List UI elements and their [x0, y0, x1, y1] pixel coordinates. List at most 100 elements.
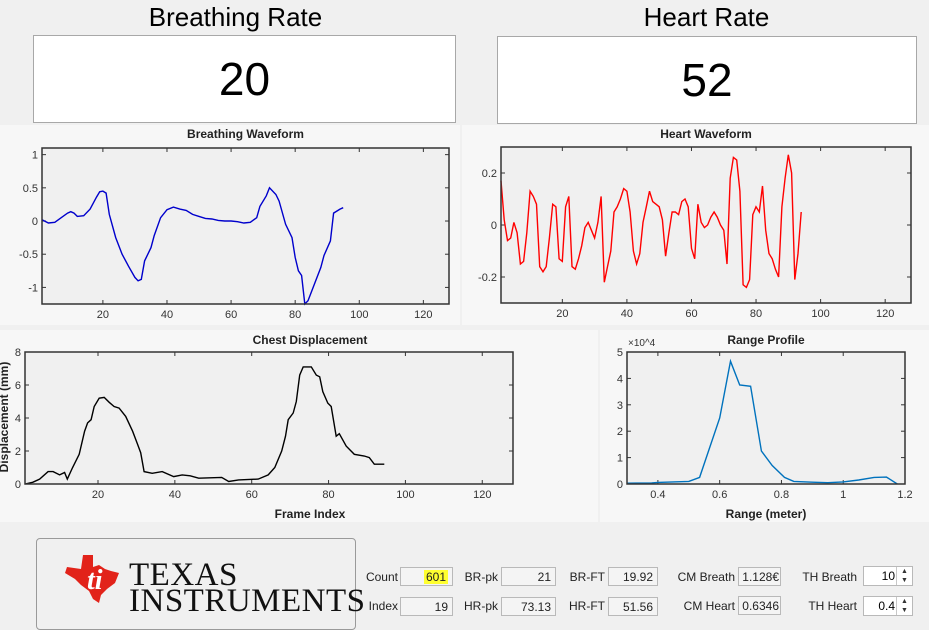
th-heart-value: 0.4	[878, 599, 895, 613]
x-tick-label: 60	[225, 309, 237, 321]
cm-heart-label: CM Heart	[683, 599, 735, 613]
chest-x-axis-label: Frame Index	[274, 507, 346, 521]
cm-heart-field[interactable]: 0.6346	[738, 596, 781, 615]
x-tick-label: 80	[322, 489, 334, 501]
x-tick-label: 100	[350, 309, 368, 321]
y-tick-label: 6	[15, 380, 21, 392]
ti-logo-text: TEXAS INSTRUMENTS	[129, 559, 366, 618]
count-field[interactable]: 601	[400, 567, 453, 586]
index-field[interactable]: 19	[400, 597, 453, 616]
axes-box	[500, 146, 912, 304]
y-tick-label: 0	[617, 479, 623, 491]
cm-breath-label: CM Breath	[677, 570, 735, 584]
x-tick-label: 20	[556, 308, 568, 320]
x-tick-label: 100	[396, 489, 414, 501]
x-tick-label: 0.4	[650, 489, 665, 501]
x-tick-label: 120	[414, 309, 432, 321]
heart-waveform-chart: 20 40 60 80 100 120 -0.2 0 0.2	[478, 146, 912, 320]
breathing-rate-value: 20	[218, 53, 271, 105]
x-tick-label: 1	[840, 489, 846, 501]
chest-y-axis-label: Displacement (mm)	[0, 361, 11, 473]
y-tick-label: 0	[491, 220, 497, 232]
th-heart-spinner[interactable]: 0.4 ▲ ▼	[863, 596, 913, 616]
y-tick-label: -0.2	[478, 272, 497, 284]
range-series-line	[626, 358, 898, 485]
y-tick-label: 2	[15, 446, 21, 458]
th-heart-label: TH Heart	[808, 599, 857, 613]
heart-series-line	[500, 154, 802, 289]
heart-waveform-title: Heart Waveform	[660, 127, 752, 141]
y-tick-label: 0	[32, 216, 38, 228]
x-tick-label: 20	[97, 309, 109, 321]
x-tick-label: 1.2	[897, 489, 912, 501]
x-tick-label: 40	[621, 308, 633, 320]
th-breath-value: 10	[881, 569, 895, 583]
plot-area	[501, 147, 911, 303]
y-tick-label: -1	[28, 282, 38, 294]
hr-pk-label: HR-pk	[463, 599, 498, 613]
chest-displacement-chart: 20 40 60 80 100 120 0 2 4 6 8	[15, 347, 514, 501]
hr-ft-label: HR-FT	[569, 599, 605, 613]
x-tick-label: 40	[169, 489, 181, 501]
br-ft-field[interactable]: 19.92	[608, 567, 658, 586]
heart-rate-display: 52	[497, 36, 917, 124]
x-tick-label: 80	[289, 309, 301, 321]
x-tick-label: 120	[876, 308, 894, 320]
y-tick-label: 5	[617, 347, 623, 359]
y-tick-label: 0	[15, 479, 21, 491]
range-profile-chart: 0.4 0.6 0.8 1 1.2 0 1 2 3 4 5	[617, 347, 913, 501]
x-tick-label: 0.8	[774, 489, 789, 501]
y-tick-label: 3	[617, 400, 623, 412]
th-breath-label: TH Breath	[802, 570, 857, 584]
range-profile-title: Range Profile	[727, 333, 805, 347]
chest-series-line	[24, 366, 385, 485]
range-y-exponent-label: ×10^4	[628, 338, 656, 349]
x-tick-label: 120	[473, 489, 491, 501]
x-tick-label: 20	[92, 489, 104, 501]
axes-box	[626, 351, 906, 485]
th-breath-spinner[interactable]: 10 ▲ ▼	[863, 566, 913, 586]
plot-area	[42, 148, 449, 304]
texas-instruments-logo-panel: ti TEXAS INSTRUMENTS	[36, 538, 365, 630]
plot-area	[25, 352, 513, 484]
axes-box	[41, 147, 450, 305]
y-tick-label: -0.5	[19, 249, 38, 261]
range-x-axis-label: Range (meter)	[725, 507, 807, 521]
x-tick-label: 0.6	[712, 489, 727, 501]
count-value: 601	[423, 570, 448, 584]
x-tick-label: 80	[750, 308, 762, 320]
y-tick-label: 1	[617, 453, 623, 465]
y-tick-label: 8	[15, 347, 21, 359]
plot-area	[627, 352, 905, 484]
x-tick-label: 60	[685, 308, 697, 320]
axes-box	[24, 351, 514, 485]
hr-ft-field[interactable]: 51.56	[608, 597, 658, 616]
cm-breath-field[interactable]: 1.128€	[738, 567, 781, 586]
y-tick-label: 0.2	[482, 168, 497, 180]
x-tick-label: 60	[246, 489, 258, 501]
count-label: Count	[365, 570, 398, 584]
svg-text:ti: ti	[87, 565, 103, 596]
br-ft-label: BR-FT	[569, 570, 605, 584]
heart-rate-title: Heart Rate	[643, 2, 770, 32]
y-tick-label: 2	[617, 426, 623, 438]
spinner-arrows-icon[interactable]: ▲ ▼	[896, 597, 912, 615]
index-label: Index	[368, 599, 398, 613]
x-tick-label: 40	[161, 309, 173, 321]
heart-rate-value: 52	[681, 54, 733, 106]
br-pk-field[interactable]: 21	[501, 567, 556, 586]
ti-logo-line2: INSTRUMENTS	[129, 583, 366, 619]
ti-logo-icon: ti	[65, 555, 119, 603]
breathing-rate-title: Breathing Rate	[148, 2, 323, 32]
x-tick-label: 100	[811, 308, 829, 320]
y-tick-label: 4	[15, 413, 21, 425]
br-pk-label: BR-pk	[464, 570, 498, 584]
chest-displacement-title: Chest Displacement	[252, 333, 368, 347]
breathing-waveform-title: Breathing Waveform	[187, 127, 304, 141]
hr-pk-field[interactable]: 73.13	[501, 597, 556, 616]
spinner-arrows-icon[interactable]: ▲ ▼	[896, 567, 912, 585]
y-tick-label: 1	[32, 150, 38, 162]
breathing-series-line	[41, 186, 344, 306]
breathing-waveform-chart: 20 40 60 80 100 120 -1 -0.5 0 0.5 1	[19, 147, 450, 321]
ti-logo-line1: TEXAS	[129, 557, 238, 593]
